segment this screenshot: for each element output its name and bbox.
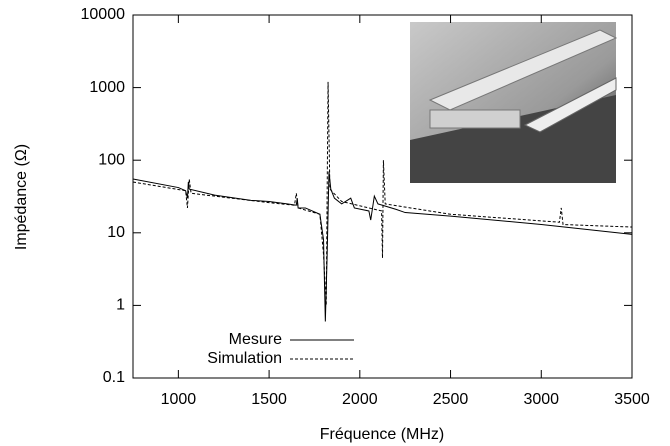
y-tick-label: 10 [107, 224, 125, 241]
y-tick-label: 100 [98, 151, 125, 168]
x-tick-label: 1000 [161, 391, 197, 408]
x-tick-label: 2500 [433, 391, 469, 408]
legend-label: Simulation [207, 350, 282, 367]
x-tick-label: 2000 [342, 391, 378, 408]
y-tick-label: 1 [116, 297, 125, 314]
y-tick-label: 1000 [89, 79, 125, 96]
x-tick-label: 3500 [614, 391, 650, 408]
plot-frame [132, 14, 633, 379]
inset-photo [410, 22, 618, 183]
x-tick-label: 1500 [251, 391, 287, 408]
series-line [132, 171, 633, 322]
legend-label: Mesure [229, 331, 282, 348]
x-tick-label: 3000 [523, 391, 559, 408]
y-axis-label: Impédance (Ω) [13, 144, 30, 250]
series-line [132, 81, 633, 306]
y-tick-label: 10000 [81, 6, 126, 23]
y-tick-label: 0.1 [103, 369, 125, 386]
x-axis-label: Fréquence (MHz) [320, 426, 444, 443]
